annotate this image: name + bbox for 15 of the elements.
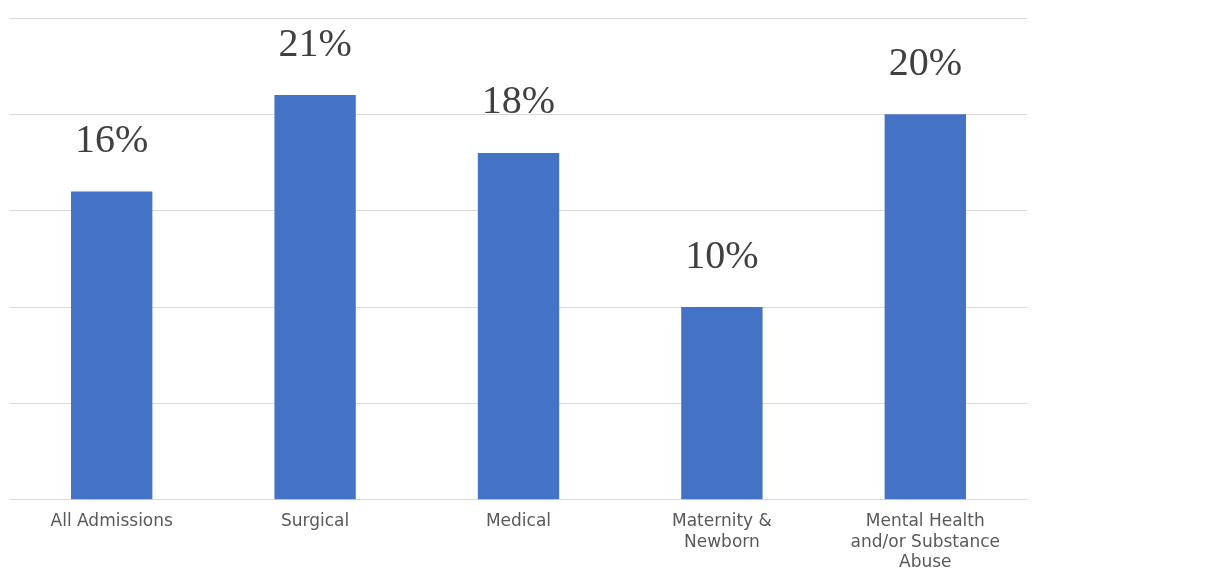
bar <box>274 95 356 500</box>
x-tick-label: Medical <box>485 510 552 531</box>
x-tick-label: All Admissions <box>50 510 174 531</box>
data-label: 21% <box>278 19 352 65</box>
data-label: 20% <box>888 38 962 84</box>
x-tick-label: Mental Health and/or Substance Abuse <box>850 510 1000 572</box>
bar <box>477 152 560 500</box>
data-label: 10% <box>685 231 759 277</box>
bar <box>71 191 153 500</box>
data-label: 18% <box>481 77 556 123</box>
x-tick-label: Maternity & Newborn <box>672 510 772 551</box>
data-label: 16% <box>75 115 149 161</box>
bar <box>681 307 763 500</box>
bar <box>884 114 966 500</box>
x-tick-label: Surgical <box>280 510 350 531</box>
